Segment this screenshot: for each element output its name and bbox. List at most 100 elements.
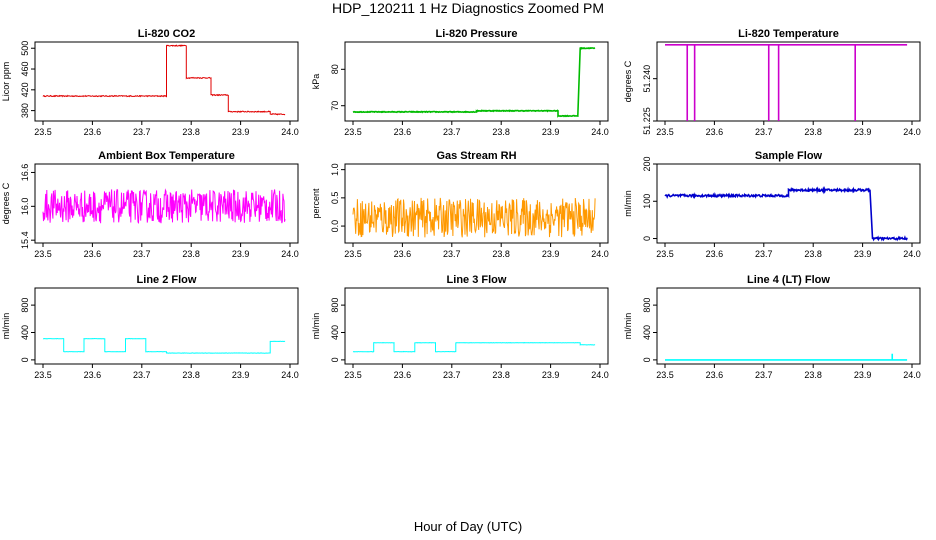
x-tick-label: 23.7 [133, 370, 151, 380]
series-line [352, 197, 596, 238]
plot-frame [344, 163, 609, 244]
y-tick-label: 100 [642, 194, 652, 209]
x-tick-label: 23.8 [492, 249, 510, 259]
panel-title: Line 2 Flow [137, 274, 197, 286]
x-tick-label: 23.8 [804, 127, 822, 137]
panel-title: Ambient Box Temperature [98, 150, 235, 162]
x-axis-label: Hour of Day (UTC) [414, 519, 522, 534]
x-tick-label: 24.0 [591, 249, 609, 259]
x-tick-label: 23.5 [344, 370, 362, 380]
y-tick-label: 380 [20, 103, 30, 118]
x-tick-label: 23.6 [706, 370, 724, 380]
panel-9: Line 4 (LT) Flow ml/min 23.5 23.6 23.7 23.8 23… [623, 274, 921, 380]
plot-frame [656, 163, 921, 244]
panel-2: Li-820 Pressure kPa 23.5 23.6 23.7 23.8 23.9 24… [311, 28, 609, 137]
y-tick-label: 500 [20, 41, 30, 56]
x-tick-label: 23.8 [804, 370, 822, 380]
y-axis-label: degrees C [1, 182, 11, 224]
y-tick-label: 0 [642, 357, 652, 362]
x-tick-label: 23.5 [34, 127, 52, 137]
x-tick-label: 23.6 [84, 249, 102, 259]
panel-3: Li-820 Temperature degrees C 23.5 23.6 23.7 2… [623, 28, 921, 137]
panel-title: Sample Flow [755, 150, 823, 162]
plot-frame [656, 41, 921, 122]
plot-frame [656, 287, 921, 365]
y-tick-label: 400 [20, 325, 30, 340]
x-tick-label: 23.7 [443, 249, 461, 259]
x-tick-label: 23.7 [755, 370, 773, 380]
x-tick-label: 23.6 [394, 127, 412, 137]
x-tick-label: 23.6 [394, 249, 412, 259]
y-tick-label: 800 [330, 298, 340, 313]
plot-frame [34, 287, 299, 365]
x-tick-label: 23.6 [84, 127, 102, 137]
x-tick-label: 23.5 [344, 249, 362, 259]
x-tick-label: 23.8 [492, 370, 510, 380]
y-tick-label: 800 [642, 298, 652, 313]
y-tick-label: 70 [330, 101, 340, 111]
x-tick-label: 23.9 [854, 249, 872, 259]
series-line [42, 44, 286, 116]
x-tick-label: 23.6 [706, 127, 724, 137]
series-line [352, 46, 596, 118]
y-tick-label: 460 [20, 62, 30, 77]
y-tick-label: 420 [20, 82, 30, 97]
y-axis-label: ml/min [311, 313, 321, 340]
x-tick-label: 24.0 [281, 127, 299, 137]
y-axis-label: degrees C [623, 60, 633, 102]
x-tick-label: 23.7 [133, 127, 151, 137]
y-tick-label: 0.5 [330, 192, 340, 205]
x-tick-label: 24.0 [591, 127, 609, 137]
x-tick-label: 23.6 [394, 370, 412, 380]
panels-group: Li-820 CO2 Licor ppm 23.5 23.6 23.7 23.8 23.9 2… [1, 28, 921, 380]
panel-4: Ambient Box Temperature degrees C 23.5 23.6… [1, 150, 299, 259]
y-tick-label: 400 [330, 325, 340, 340]
x-tick-label: 23.5 [34, 249, 52, 259]
x-tick-label: 23.6 [84, 370, 102, 380]
series-line [42, 188, 286, 225]
y-tick-label: 0.0 [330, 220, 340, 233]
y-axis-label: percent [311, 188, 321, 219]
series-line [664, 185, 908, 242]
y-tick-label: 16.6 [20, 164, 30, 182]
x-tick-label: 23.5 [656, 370, 674, 380]
y-tick-label: 0 [642, 236, 652, 241]
x-tick-label: 23.8 [182, 249, 200, 259]
x-tick-label: 23.9 [232, 127, 250, 137]
y-tick-label: 80 [330, 64, 340, 74]
x-tick-label: 24.0 [281, 370, 299, 380]
y-axis-label: Licor ppm [1, 62, 11, 102]
y-tick-label: 51.240 [642, 65, 652, 93]
x-tick-label: 23.9 [232, 249, 250, 259]
plot-frame [34, 163, 299, 244]
x-tick-label: 23.7 [755, 249, 773, 259]
x-tick-label: 24.0 [281, 249, 299, 259]
x-tick-label: 23.5 [344, 127, 362, 137]
x-tick-label: 23.7 [755, 127, 773, 137]
panel-5: Gas Stream RH percent 23.5 23.6 23.7 23.8 23.9… [311, 150, 609, 259]
y-axis-label: kPa [311, 74, 321, 90]
x-tick-label: 23.9 [232, 370, 250, 380]
x-tick-label: 24.0 [903, 370, 921, 380]
x-tick-label: 23.9 [854, 370, 872, 380]
series-line [42, 337, 286, 354]
panel-1: Li-820 CO2 Licor ppm 23.5 23.6 23.7 23.8 23.9 2… [1, 28, 299, 137]
plot-frame [344, 287, 609, 365]
x-tick-label: 23.5 [656, 127, 674, 137]
x-tick-label: 23.8 [492, 127, 510, 137]
panel-title: Gas Stream RH [436, 150, 516, 162]
plot-frame [344, 41, 609, 122]
y-tick-label: 1.0 [330, 163, 340, 176]
panel-8: Line 3 Flow ml/min 23.5 23.6 23.7 23.8 23.9 24.… [311, 274, 609, 380]
series-line [352, 341, 596, 353]
y-tick-label: 800 [20, 298, 30, 313]
panel-title: Line 4 (LT) Flow [747, 274, 830, 286]
x-tick-label: 23.9 [542, 370, 560, 380]
x-tick-label: 24.0 [903, 127, 921, 137]
panel-6: Sample Flow ml/min 23.5 23.6 23.7 23.8 23.9 24.… [623, 150, 921, 259]
x-tick-label: 23.5 [656, 249, 674, 259]
y-tick-label: 0 [330, 357, 340, 362]
x-tick-label: 23.8 [804, 249, 822, 259]
figure-title: HDP_120211 1 Hz Diagnostics Zoomed PM [332, 0, 604, 16]
